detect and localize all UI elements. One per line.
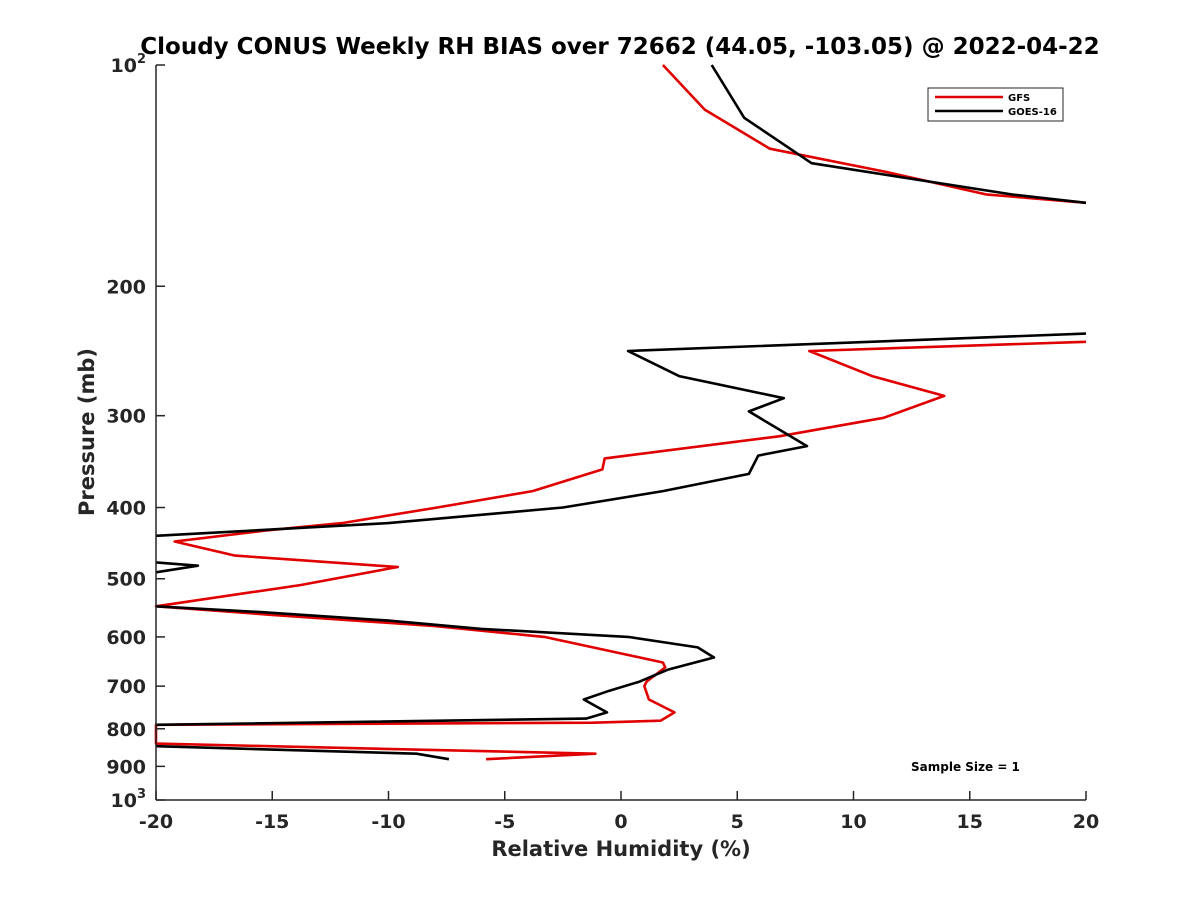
y-tick-label: 300 bbox=[106, 406, 146, 428]
legend: GFS GOES-16 bbox=[927, 87, 1064, 122]
y-tick-label: 700 bbox=[106, 676, 146, 698]
y-tick-exponent: 3 bbox=[137, 787, 146, 802]
y-tick-label: 800 bbox=[106, 719, 146, 741]
x-tick-label: 15 bbox=[957, 811, 983, 833]
y-tick-label: 103 bbox=[111, 787, 147, 812]
x-axis-ticks: -20 -15 -10 -5 0 5 10 15 20 bbox=[139, 791, 1099, 833]
x-tick-label: 10 bbox=[840, 811, 866, 833]
y-tick-exponent: 2 bbox=[137, 52, 146, 67]
sample-size-annotation: Sample Size = 1 bbox=[911, 760, 1020, 774]
legend-label-goes16: GOES-16 bbox=[1008, 107, 1057, 118]
series-line-goes16-segment-3 bbox=[155, 605, 716, 727]
y-tick-label: 200 bbox=[106, 276, 146, 298]
x-tick-label: -20 bbox=[139, 811, 173, 833]
y-tick-base: 10 bbox=[111, 790, 137, 812]
y-tick-label: 600 bbox=[106, 627, 146, 649]
x-tick-label: -10 bbox=[371, 811, 405, 833]
x-tick-label: 20 bbox=[1073, 811, 1099, 833]
series-line-goes16-segment-4 bbox=[155, 744, 450, 761]
chart-title: Cloudy CONUS Weekly RH BIAS over 72662 (… bbox=[140, 34, 1099, 60]
x-tick-label: -5 bbox=[494, 811, 515, 833]
plot-frame bbox=[156, 65, 1086, 800]
legend-label-gfs: GFS bbox=[1008, 93, 1030, 104]
series-line-gfs-segment-0 bbox=[661, 64, 1087, 205]
y-tick-label: 900 bbox=[106, 756, 146, 778]
series-line-goes16-segment-1 bbox=[155, 332, 1087, 538]
x-tick-label: -15 bbox=[255, 811, 289, 833]
y-tick-label: 500 bbox=[106, 569, 146, 591]
y-tick-label: 102 bbox=[111, 52, 147, 77]
x-axis-label: Relative Humidity (%) bbox=[491, 837, 750, 861]
plot-lines bbox=[154, 64, 1087, 761]
x-tick-label: 5 bbox=[731, 811, 744, 833]
y-axis-label: Pressure (mb) bbox=[75, 348, 99, 516]
x-tick-label: 0 bbox=[614, 811, 627, 833]
series-line-goes16-segment-2 bbox=[155, 561, 200, 574]
series-line-gfs-segment-1 bbox=[154, 340, 1087, 761]
y-tick-base: 10 bbox=[111, 55, 137, 77]
series-line-goes16-segment-0 bbox=[710, 64, 1087, 205]
legend-box bbox=[927, 87, 1064, 122]
y-tick-label: 400 bbox=[106, 498, 146, 520]
